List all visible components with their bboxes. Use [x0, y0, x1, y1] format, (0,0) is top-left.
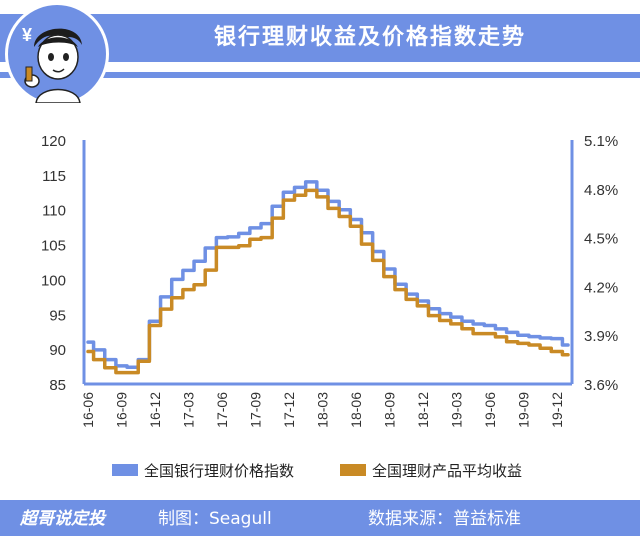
- right-tick-label: 3.6%: [584, 377, 618, 394]
- header: 银行理财收益及价格指数走势 ¥: [0, 0, 640, 106]
- x-tick-label: 17-09: [247, 392, 263, 428]
- right-tick-label: 3.9%: [584, 328, 618, 345]
- source-label: 数据来源：普益标准: [368, 509, 521, 529]
- x-axis-ticks: 16-06 16-09 16-12 17-03 17-06 17-09 17-12 18-03…: [80, 392, 565, 428]
- legend: 全国银行理财价格指数 全国理财产品平均收益: [112, 462, 522, 480]
- x-tick-label: 16-09: [113, 392, 129, 428]
- legend-swatch-1: [112, 464, 138, 476]
- x-tick-label: 16-12: [147, 392, 163, 428]
- right-tick-label: 4.5%: [584, 231, 618, 248]
- x-tick-label: 19-06: [482, 392, 498, 428]
- author-label: 制图：Seagull: [158, 509, 272, 529]
- right-tick-label: 5.1%: [584, 133, 618, 150]
- x-tick-label: 17-06: [214, 392, 230, 428]
- left-axis-ticks: 120 115 110 105 100 95 90 85: [41, 133, 66, 394]
- x-tick-label: 18-06: [348, 392, 364, 428]
- x-tick-label: 17-03: [180, 392, 196, 428]
- legend-label-1: 全国银行理财价格指数: [144, 462, 294, 480]
- header-divider: [0, 72, 640, 78]
- x-tick-label: 19-03: [448, 392, 464, 428]
- chart-area: 120 115 110 105 100 95 90 85 5.1% 4.8% 4.5% 4.2% 3.…: [0, 100, 640, 500]
- left-tick-label: 100: [41, 272, 66, 289]
- x-tick-label: 19-12: [549, 392, 565, 428]
- footer-bar: [0, 500, 640, 536]
- x-tick-label: 19-09: [515, 392, 531, 428]
- x-tick-label: 17-12: [281, 392, 297, 428]
- left-tick-label: 115: [42, 168, 66, 185]
- x-tick-label: 16-06: [80, 392, 96, 428]
- chart-svg: 120 115 110 105 100 95 90 85 5.1% 4.8% 4.5% 4.2% 3.…: [41, 133, 618, 480]
- left-tick-label: 85: [49, 377, 66, 394]
- right-axis-ticks: 5.1% 4.8% 4.5% 4.2% 3.9% 3.6%: [584, 133, 618, 394]
- cartoon-avatar-icon: ¥: [5, 2, 109, 106]
- x-tick-label: 18-09: [381, 392, 397, 428]
- chart-axes: [82, 140, 574, 386]
- avatar-drawing: ¥: [11, 8, 103, 104]
- brand-label: 超哥说定投: [20, 509, 105, 529]
- chart-title: 银行理财收益及价格指数走势: [213, 25, 526, 50]
- left-tick-label: 95: [49, 307, 66, 324]
- left-tick-label: 120: [41, 133, 66, 150]
- left-tick-label: 105: [41, 238, 66, 255]
- x-tick-label: 18-03: [314, 392, 330, 428]
- svg-text:¥: ¥: [22, 25, 32, 45]
- x-tick-label: 18-12: [415, 392, 431, 428]
- series-layer: [86, 180, 570, 375]
- legend-swatch-2: [340, 464, 366, 476]
- left-tick-label: 110: [42, 203, 66, 220]
- right-tick-label: 4.8%: [584, 182, 618, 199]
- left-tick-label: 90: [49, 342, 66, 359]
- legend-label-2: 全国理财产品平均收益: [372, 462, 522, 480]
- series-line-2: [86, 188, 570, 375]
- right-tick-label: 4.2%: [584, 279, 618, 296]
